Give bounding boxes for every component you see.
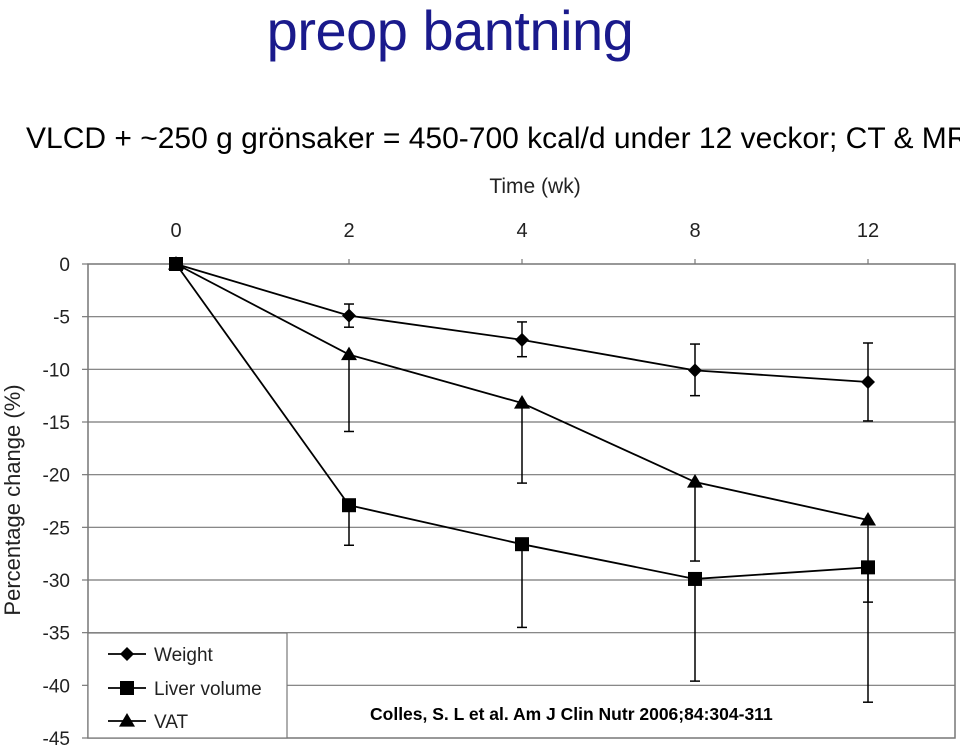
- marker-diamond: [342, 308, 356, 323]
- y-tick-label: -25: [43, 518, 70, 539]
- x-tick-label: 4: [516, 220, 527, 242]
- legend-label: VAT: [154, 712, 189, 733]
- y-tick-label: 0: [59, 255, 70, 276]
- marker-square: [120, 681, 134, 695]
- y-tick-label: -5: [53, 308, 70, 329]
- slide-subtitle: VLCD + ~250 g grönsaker = 450-700 kcal/d…: [26, 122, 960, 155]
- marker-triangle: [119, 713, 135, 727]
- citation: Colles, S. L et al. Am J Clin Nutr 2006;…: [370, 704, 773, 724]
- x-axis-title: Time (wk): [489, 175, 580, 198]
- marker-square: [515, 537, 529, 552]
- legend-label: Weight: [154, 645, 214, 666]
- marker-diamond: [120, 647, 134, 661]
- marker-diamond: [688, 363, 702, 378]
- marker-triangle: [687, 474, 703, 488]
- y-tick-label: -35: [43, 624, 70, 645]
- x-tick-label: 2: [343, 220, 354, 242]
- y-tick-label: -15: [43, 413, 70, 434]
- marker-diamond: [515, 332, 529, 347]
- marker-square: [861, 560, 875, 575]
- error-bars: [344, 303, 873, 703]
- legend: Weight Liver volume VAT: [87, 632, 288, 739]
- marker-square: [688, 571, 702, 586]
- y-tick-label: -45: [43, 729, 70, 750]
- y-tick-label: -40: [43, 676, 70, 697]
- marker-square: [342, 498, 356, 513]
- x-tick-label: 0: [170, 220, 181, 242]
- y-tick-label: -30: [43, 571, 70, 592]
- y-tick-label: -20: [43, 466, 70, 487]
- marker-triangle: [341, 346, 357, 361]
- marker-triangle: [514, 395, 530, 409]
- legend-label: Liver volume: [154, 679, 262, 700]
- x-tick-label: 12: [857, 220, 879, 242]
- x-tick-label: 8: [689, 220, 700, 242]
- series-markers: [168, 256, 876, 586]
- y-tick-label: -10: [43, 360, 70, 381]
- marker-triangle: [860, 511, 876, 526]
- tick-labels: 0 -5 -10 -15 -20 -25 -30 -35 -40 -45 0 2 4 8 12: [43, 220, 880, 750]
- slide-title: preop bantning: [266, 0, 634, 62]
- marker-triangle: [168, 256, 184, 270]
- marker-diamond: [861, 374, 875, 389]
- y-axis-title: Percentage change (%): [0, 384, 25, 615]
